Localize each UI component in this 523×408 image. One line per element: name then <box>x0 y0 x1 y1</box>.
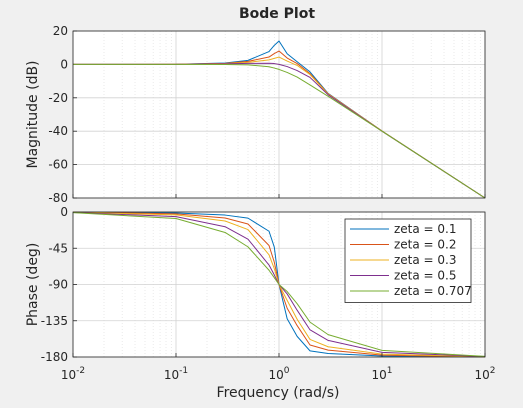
y-tick-label: -80 <box>48 191 68 205</box>
y-tick-label: -180 <box>41 350 68 364</box>
phase-y-axis-label: Phase (deg) <box>25 243 41 327</box>
y-tick-label: -90 <box>48 278 68 292</box>
legend-entry: zeta = 0.2 <box>394 238 457 252</box>
series-line-zeta-0-5 <box>72 62 486 199</box>
legend-entry: zeta = 0.1 <box>394 222 457 236</box>
legend-entry: zeta = 0.3 <box>394 253 457 267</box>
legend-entry: zeta = 0.707 <box>394 284 472 298</box>
x-tick-label: 10-1 <box>164 366 188 382</box>
x-tick-label: 10-2 <box>61 366 85 382</box>
magnitude-panel: 20 0 -20 -40 -60 -80 Magnitude (dB) <box>25 24 486 205</box>
y-tick-label: 20 <box>53 24 68 38</box>
series-line-zeta-0-707 <box>72 212 486 357</box>
magnitude-y-axis-label: Magnitude (dB) <box>25 60 41 168</box>
y-tick-label: -20 <box>48 91 68 105</box>
x-tick-label: 101 <box>371 366 392 382</box>
y-tick-label: 0 <box>60 205 68 219</box>
series-line-zeta-0-707 <box>73 63 486 199</box>
y-tick-label: 0 <box>60 57 68 71</box>
x-axis-label: Frequency (rad/s) <box>217 385 340 401</box>
y-tick-label: -45 <box>48 241 68 255</box>
legend-box <box>344 218 472 303</box>
y-tick-label: -135 <box>41 314 68 328</box>
y-tick-label: -40 <box>48 124 68 138</box>
legend-entry: zeta = 0.5 <box>394 269 457 283</box>
y-tick-label: -60 <box>48 158 68 172</box>
x-tick-label: 102 <box>474 366 495 382</box>
x-tick-label: 100 <box>268 366 289 382</box>
x-tick-labels: 10-2 10-1 100 101 102 <box>61 366 496 382</box>
chart-title: Bode Plot <box>239 6 315 22</box>
